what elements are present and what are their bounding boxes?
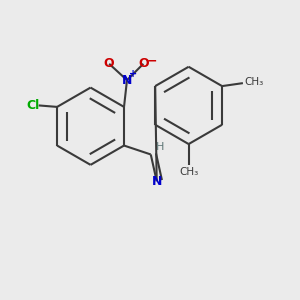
Text: H: H bbox=[155, 142, 164, 152]
Text: Cl: Cl bbox=[27, 99, 40, 112]
Text: −: − bbox=[146, 55, 157, 68]
Text: CH₃: CH₃ bbox=[179, 167, 198, 177]
Text: CH₃: CH₃ bbox=[244, 76, 264, 87]
Text: N: N bbox=[152, 175, 162, 188]
Text: O: O bbox=[104, 57, 115, 70]
Text: N: N bbox=[122, 74, 132, 87]
Text: +: + bbox=[130, 69, 138, 79]
Text: O: O bbox=[138, 57, 148, 70]
